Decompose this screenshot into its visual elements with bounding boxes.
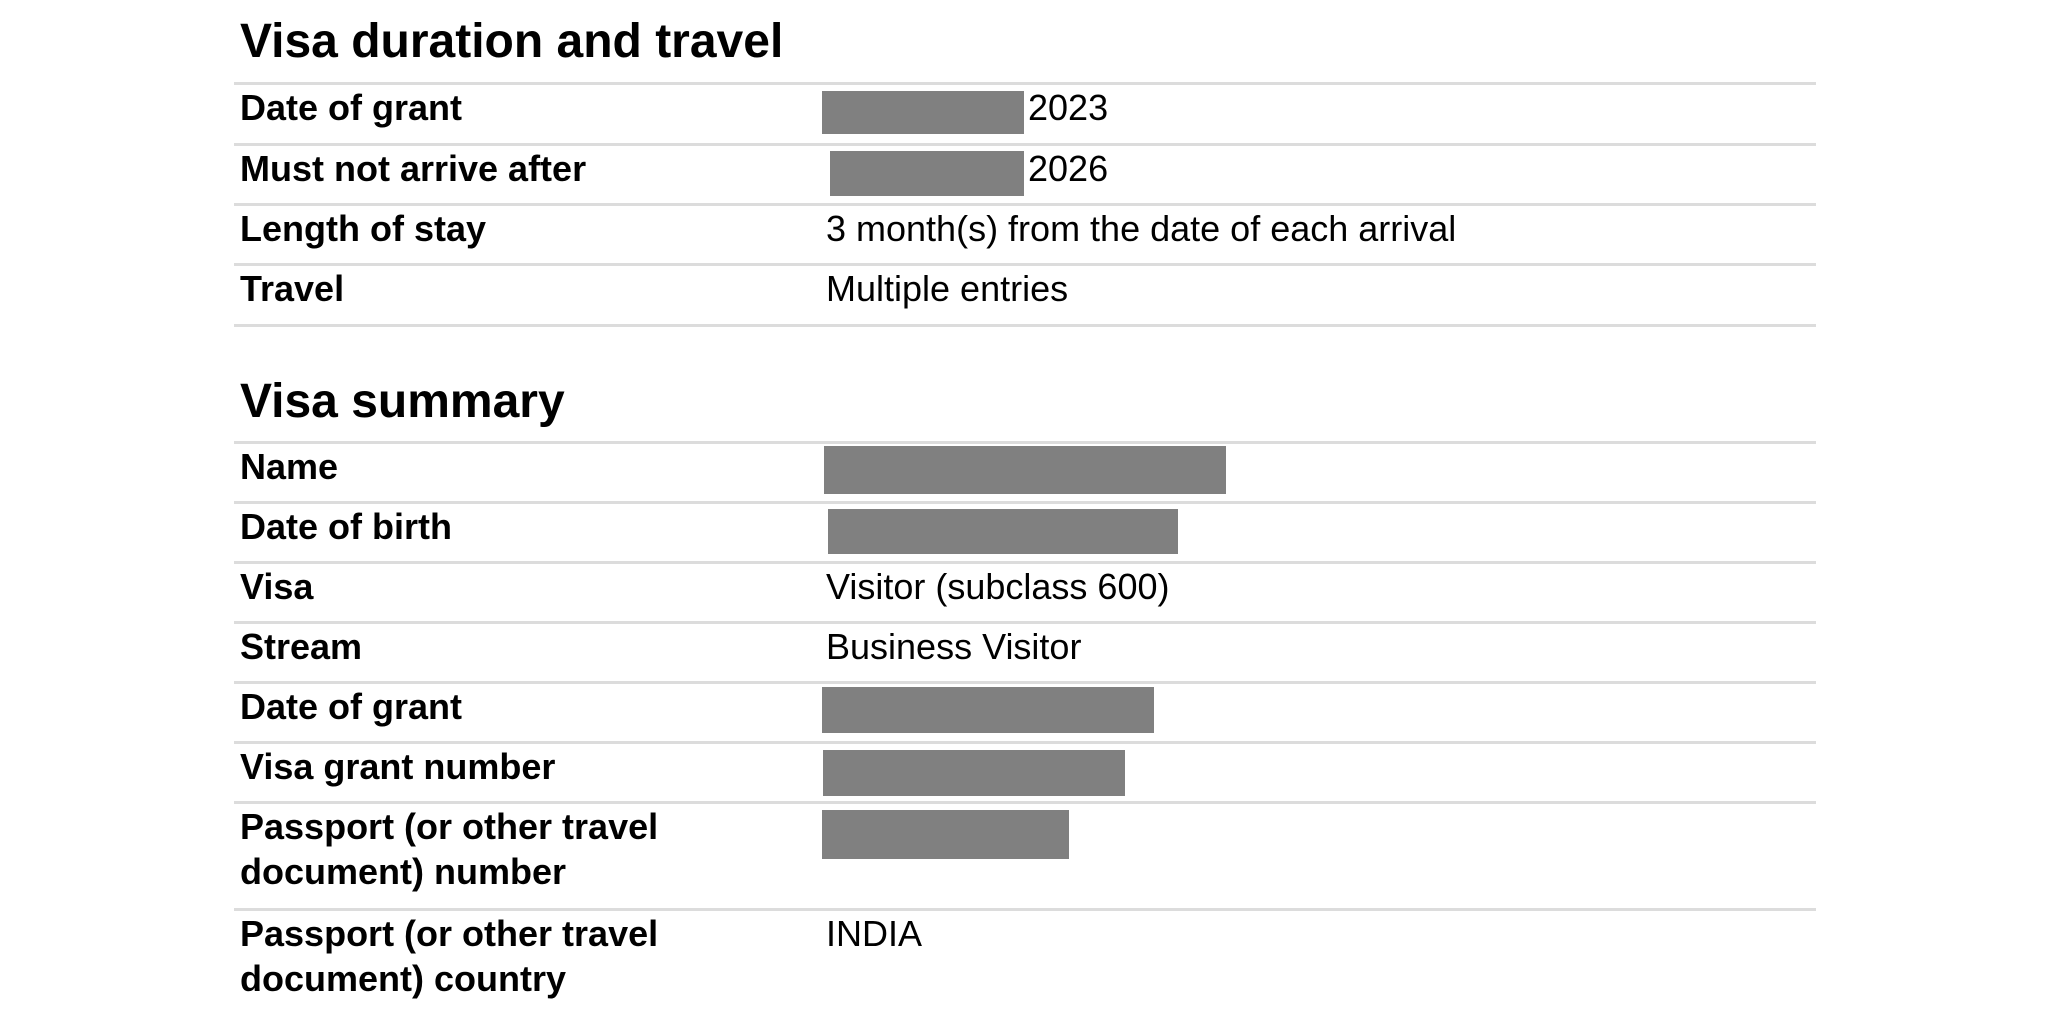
table-row: Passport (or other travel document) coun… — [234, 911, 1816, 1018]
row-label-passport-number-line2: document) number — [240, 851, 567, 892]
row-label-travel: Travel — [240, 268, 345, 309]
table-row: Passport (or other travel document) numb… — [234, 804, 1816, 911]
redaction-block — [822, 810, 1069, 859]
row-value-travel: Multiple entries — [826, 268, 1069, 309]
row-label-name: Name — [240, 446, 339, 487]
table-row: Date of grant 2023 — [234, 85, 1816, 146]
table-row: Name — [234, 444, 1816, 504]
row-label-date-of-birth: Date of birth — [240, 506, 452, 547]
table-row: Travel Multiple entries — [234, 266, 1816, 327]
row-label-visa-grant-number: Visa grant number — [240, 746, 556, 787]
row-label-length-of-stay: Length of stay — [240, 208, 487, 249]
table-row: Date of grant — [234, 684, 1816, 744]
row-label-stream: Stream — [240, 626, 363, 667]
row-label-date-of-grant: Date of grant — [240, 87, 463, 128]
redaction-block — [828, 509, 1178, 554]
visa-duration-table: Date of grant 2023 Must not arrive after… — [234, 82, 1816, 327]
table-row: Date of birth — [234, 504, 1816, 564]
visa-summary-table: Name Date of birth Visa Visitor (subclas… — [234, 441, 1816, 1018]
table-row: Visa Visitor (subclass 600) — [234, 564, 1816, 624]
row-value-must-not-arrive-after-year: 2026 — [1028, 148, 1109, 189]
table-row: Stream Business Visitor — [234, 624, 1816, 684]
redaction-block — [823, 750, 1125, 796]
row-label-passport-number-line1: Passport (or other travel — [240, 806, 659, 847]
row-label-passport-country: Passport (or other travel document) coun… — [240, 911, 800, 1001]
row-label-passport-number: Passport (or other travel document) numb… — [240, 804, 800, 894]
table-row: Must not arrive after 2026 — [234, 146, 1816, 206]
row-value-passport-country: INDIA — [826, 913, 923, 954]
row-label-passport-country-line1: Passport (or other travel — [240, 913, 659, 954]
row-label-must-not-arrive-after: Must not arrive after — [240, 148, 587, 189]
row-label-passport-country-line2: document) country — [240, 958, 567, 999]
row-label-date-of-grant: Date of grant — [240, 686, 463, 727]
visa-duration-section: Visa duration and travel Date of grant 2… — [234, 18, 1816, 327]
redaction-block — [822, 91, 1024, 134]
redaction-block — [822, 687, 1154, 733]
row-value-date-of-grant-year: 2023 — [1028, 87, 1109, 128]
section-title-visa-duration: Visa duration and travel — [240, 15, 784, 68]
table-row: Length of stay 3 month(s) from the date … — [234, 206, 1816, 266]
row-value-length-of-stay: 3 month(s) from the date of each arrival — [826, 208, 1457, 249]
table-row: Visa grant number — [234, 744, 1816, 804]
redaction-block — [830, 151, 1024, 196]
row-value-stream: Business Visitor — [826, 626, 1082, 667]
row-value-visa: Visitor (subclass 600) — [826, 566, 1170, 607]
section-title-visa-summary: Visa summary — [240, 375, 565, 428]
visa-summary-section: Visa summary Name Date of birth Visa Vis… — [234, 378, 1816, 1018]
redaction-block — [824, 446, 1226, 494]
row-label-visa: Visa — [240, 566, 314, 607]
